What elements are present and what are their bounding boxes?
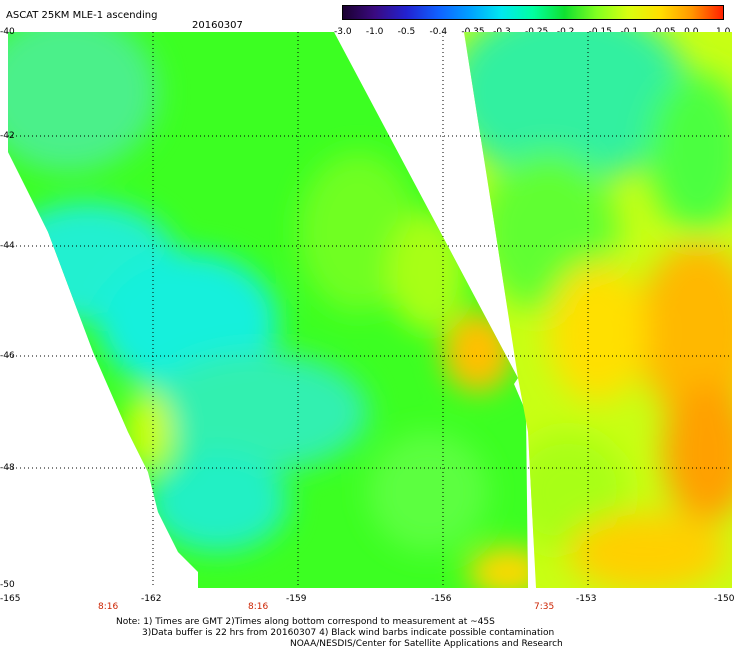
map-plot	[8, 32, 732, 588]
lon-label: -153	[576, 594, 597, 604]
lat-label: -46	[0, 351, 15, 361]
lon-label: -159	[286, 594, 307, 604]
pass-time-label: 8:16	[98, 602, 119, 612]
lon-label: -162	[141, 594, 162, 604]
figure-date: 20160307	[192, 20, 243, 31]
pass-time-label: 7:35	[534, 602, 555, 612]
lon-label: -165	[0, 594, 21, 604]
right-swath	[464, 32, 732, 588]
colorbar-tick-label: -3.0	[334, 27, 352, 37]
figure-title: ASCAT 25KM MLE-1 ascending	[6, 10, 158, 21]
colorbar-tick-label: -0.4	[429, 27, 448, 37]
colorbar	[342, 5, 724, 20]
note-line: Note: 1) Times are GMT 2)Times along bot…	[116, 617, 495, 627]
lat-label: -44	[0, 241, 15, 251]
lat-label: -48	[0, 463, 15, 473]
colorbar-tick-label: -1.0	[365, 27, 384, 37]
lat-label: -42	[0, 131, 15, 141]
lon-label: -150	[714, 594, 735, 604]
colorbar-tick-label: -0.5	[397, 27, 416, 37]
pass-time-label: 8:16	[248, 602, 269, 612]
lat-label: -50	[0, 580, 15, 590]
map-grid	[8, 32, 732, 588]
note-line: 3)Data buffer is 22 hrs from 20160307 4)…	[142, 628, 555, 638]
lon-label: -156	[431, 594, 452, 604]
lat-label: -40	[0, 27, 15, 37]
note-line: NOAA/NESDIS/Center for Satellite Applica…	[290, 639, 563, 649]
